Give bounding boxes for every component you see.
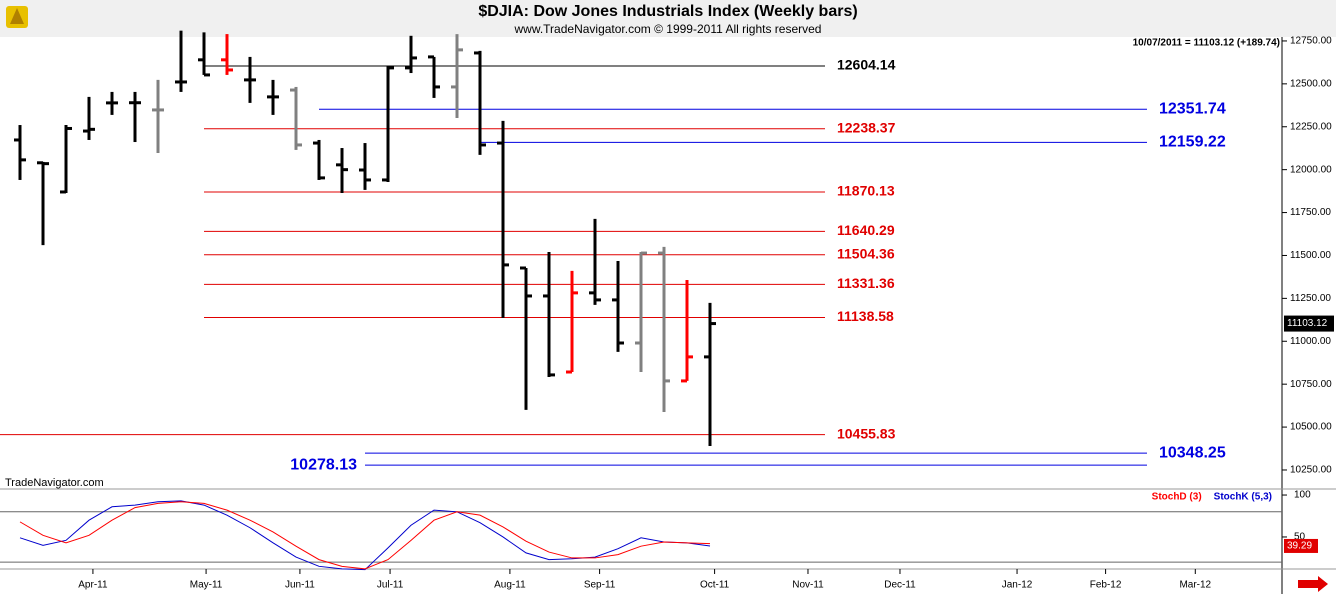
header-bar <box>0 0 1336 37</box>
title: $DJIA: Dow Jones Industrials Index (Week… <box>478 3 857 20</box>
legend-label: StochK (5,3) <box>1214 492 1272 503</box>
quote: 10/07/2011 = 11103.12 (+189.74) <box>1133 38 1280 49</box>
x-tick-label: Jan-12 <box>1002 580 1033 591</box>
level-label: 12604.14 <box>837 57 896 73</box>
last-price-label: 11103.12 <box>1287 318 1328 329</box>
stoch-line <box>19 500 711 571</box>
watermark: TradeNavigator.com <box>5 477 104 489</box>
y-tick-label: 12750.00 <box>1290 36 1332 47</box>
level-label: 11640.29 <box>837 222 895 238</box>
x-tick-label: Oct-11 <box>700 580 730 591</box>
level-label: 12351.74 <box>1159 101 1226 118</box>
y-tick-label: 10250.00 <box>1290 465 1332 476</box>
last-price-box <box>1284 315 1334 332</box>
stoch-line <box>19 501 711 570</box>
level-label: 10455.83 <box>837 425 896 441</box>
level-label: 12238.37 <box>837 119 896 135</box>
y-tick-label: 11500.00 <box>1290 250 1331 261</box>
x-tick-label: Aug-11 <box>494 580 526 591</box>
level-label: 11138.58 <box>837 308 894 324</box>
y-tick-label: 12500.00 <box>1290 78 1332 89</box>
x-tick-label: Mar-12 <box>1179 580 1211 591</box>
level-label: 11504.36 <box>837 245 895 261</box>
scroll-arrow[interactable] <box>1298 576 1328 592</box>
x-tick-label: Dec-11 <box>884 580 916 591</box>
y-tick-label: 11750.00 <box>1290 207 1331 218</box>
x-tick-label: Jul-11 <box>377 580 404 591</box>
y-tick-label: 11000.00 <box>1290 336 1331 347</box>
logo <box>6 6 28 28</box>
y-tick-label: 12000.00 <box>1290 164 1332 175</box>
x-tick-label: Sep-11 <box>584 580 616 591</box>
y-tick-label: 10750.00 <box>1290 379 1332 390</box>
subtitle: www.TradeNavigator.com © 1999-2011 All r… <box>514 22 822 36</box>
y-tick-label: 11250.00 <box>1290 293 1331 304</box>
x-tick-label: Jun-11 <box>285 580 315 591</box>
x-tick-label: May-11 <box>190 580 223 591</box>
level-label: 12159.22 <box>1159 134 1226 151</box>
y-tick-label: 12250.00 <box>1290 121 1332 132</box>
level-label: 10348.25 <box>1159 444 1226 461</box>
legend-label: StochD (3) <box>1152 492 1202 503</box>
y-tick-label: 50 <box>1294 532 1306 543</box>
y-tick-label: 100 <box>1294 490 1311 501</box>
y-tick-label: 10500.00 <box>1290 422 1332 433</box>
x-tick-label: Apr-11 <box>78 580 108 591</box>
x-tick-label: Nov-11 <box>792 580 824 591</box>
level-label: 11870.13 <box>837 183 895 199</box>
last-value-label: 39.29 <box>1287 541 1312 552</box>
x-tick-label: Feb-12 <box>1090 580 1122 591</box>
level-label: 11331.36 <box>837 275 895 291</box>
level-label: 10278.13 <box>290 456 357 473</box>
last-value-box <box>1284 538 1318 553</box>
